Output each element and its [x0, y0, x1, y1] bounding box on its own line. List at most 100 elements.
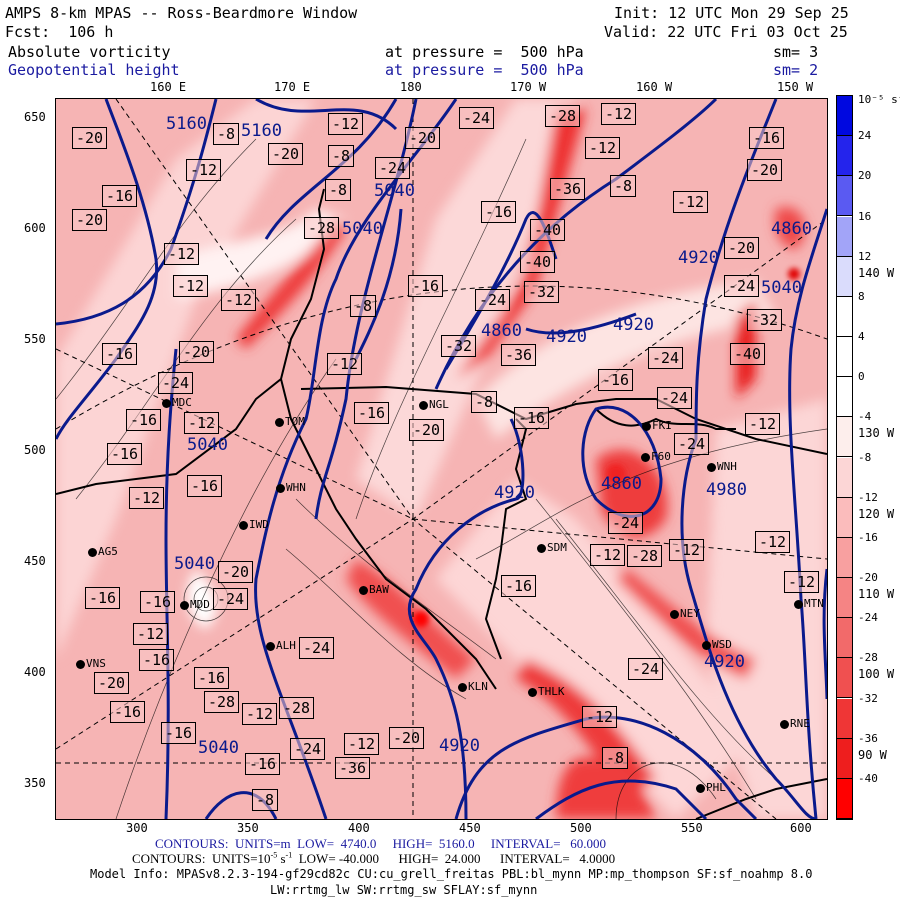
vorticity-contour-label: -40 — [530, 219, 566, 241]
vorticity-contour-label: -16 — [102, 185, 138, 207]
station-marker — [275, 418, 284, 427]
vorticity-contour-label: -24 — [475, 289, 511, 311]
vorticity-contour-label: -16 — [481, 201, 517, 223]
vorticity-contour-label: -24 — [628, 658, 664, 680]
lon-label: 120 W — [858, 506, 895, 521]
station-marker — [88, 548, 97, 557]
height-contour-label: 4860 — [771, 219, 812, 239]
vort-info-pre: CONTOURS: UNITS=10 — [132, 851, 271, 866]
vorticity-contour-label: -20 — [72, 127, 108, 149]
station-label: WHN — [286, 481, 306, 494]
y-tick: 500 — [24, 443, 46, 457]
lon-label: 140 W — [858, 265, 895, 280]
vorticity-contour-label: -24 — [657, 387, 693, 409]
station-marker — [670, 610, 679, 619]
station-label: BAW — [369, 583, 389, 596]
y-tick: 450 — [24, 554, 46, 568]
height-contour-label: 5040 — [187, 435, 228, 455]
station-label: FKI — [652, 419, 672, 432]
vorticity-contour-label: -20 — [389, 727, 425, 749]
model-info-physics: LW:rrtmg_lw SW:rrtmg_sw SFLAY:sf_mynn — [270, 883, 538, 897]
vorticity-contour-label: -16 — [514, 407, 550, 429]
vorticity-contour-label: -24 — [375, 157, 411, 179]
colorbar-swatch — [837, 457, 852, 498]
height-contour-label: 4860 — [481, 321, 522, 341]
vorticity-contour-info: CONTOURS: UNITS=10-5 s-1 LOW= -40.000 HI… — [132, 851, 615, 866]
colorbar-swatch — [837, 578, 852, 619]
vorticity-contour-label: -8 — [602, 747, 629, 769]
vorticity-contour-label: -8 — [471, 391, 498, 413]
vorticity-contour-label: -36 — [550, 178, 586, 200]
map-plot: MDC TOM WHN IWD AG5 MDD ALH VNS BAW NGL SDM KLN THLK… — [55, 98, 828, 820]
vorticity-contour-label: -12 — [186, 159, 222, 181]
vorticity-contour-label: -16 — [501, 575, 537, 597]
colorbar-label: 0 — [858, 370, 865, 384]
lon-label: 180 — [400, 80, 422, 94]
height-contour-label: 4920 — [678, 248, 719, 268]
lon-label: 100 W — [858, 667, 895, 682]
vorticity-contour-label: -16 — [194, 667, 230, 689]
vorticity-contour-label: -16 — [126, 409, 162, 431]
vorticity-contour-label: -12 — [242, 703, 278, 725]
colorbar-label: 12 — [858, 249, 872, 263]
vorticity-contour-label: -8 — [252, 789, 279, 811]
height-contour-label: 4920 — [439, 736, 480, 756]
vorticity-contour-label: -12 — [755, 531, 791, 553]
vorticity-contour-label: -20 — [179, 341, 215, 363]
field2-name: Geopotential height — [8, 61, 180, 79]
height-contour-label: 4920 — [546, 327, 587, 347]
field1-level: at pressure = 500 hPa — [385, 43, 584, 61]
colorbar-swatch — [837, 698, 852, 739]
height-contour-label: 4980 — [706, 480, 747, 500]
station-marker — [266, 642, 275, 651]
colorbar-swatch — [837, 618, 852, 659]
colorbar-swatch — [837, 96, 852, 137]
height-contour-label: 5040 — [374, 181, 415, 201]
lon-label: 150 W — [777, 80, 814, 94]
lon-label: 160 E — [150, 80, 187, 94]
colorbar-swatch — [837, 337, 852, 378]
vorticity-contour-label: -12 — [164, 243, 200, 265]
colorbar-label: -40 — [858, 771, 878, 785]
valid-time: Valid: 22 UTC Fri 03 Oct 25 — [604, 23, 848, 41]
colorbar-label: -4 — [858, 410, 872, 424]
station-label: AG5 — [98, 545, 118, 558]
colorbar-label: -20 — [858, 571, 878, 584]
x-tick: 350 — [237, 821, 259, 835]
height-contour-label: 4920 — [494, 483, 535, 503]
colorbar-label: 8 — [858, 289, 865, 303]
vorticity-contour-label: -12 — [784, 571, 820, 593]
station-label: WSD — [712, 638, 732, 651]
height-contour-label: 4920 — [704, 652, 745, 672]
vorticity-contour-label: -16 — [110, 701, 146, 723]
plot-title: AMPS 8-km MPAS -- Ross-Beardmore Window — [5, 4, 358, 22]
vorticity-contour-label: -12 — [585, 137, 621, 159]
station-label: SDM — [547, 541, 567, 554]
map-canvas — [56, 99, 827, 819]
colorbar-swatch — [837, 417, 852, 458]
station-label: KLN — [468, 680, 488, 693]
station-marker — [537, 544, 546, 553]
vorticity-contour-label: -24 — [648, 347, 684, 369]
y-tick: 550 — [24, 332, 46, 346]
vorticity-contour-label: -12 — [601, 103, 637, 125]
vorticity-contour-label: -20 — [268, 143, 304, 165]
vorticity-contour-label: -32 — [441, 335, 477, 357]
colorbar-swatch — [837, 256, 852, 297]
vorticity-contour-label: -16 — [408, 275, 444, 297]
x-tick: 300 — [126, 821, 148, 835]
vorticity-contour-label: -16 — [107, 443, 143, 465]
vorticity-contour-label: -24 — [724, 275, 760, 297]
station-marker — [162, 399, 171, 408]
vorticity-contour-label: -12 — [173, 275, 209, 297]
vorticity-contour-label: -16 — [102, 343, 138, 365]
vorticity-contour-label: -20 — [409, 419, 445, 441]
colorbar-label: -24 — [858, 611, 878, 625]
station-label: RNE — [790, 717, 810, 730]
vorticity-contour-label: -24 — [674, 433, 710, 455]
vorticity-contour-label: -12 — [133, 623, 169, 645]
height-contour-label: 5160 — [166, 114, 207, 134]
y-tick: 600 — [24, 221, 46, 235]
colorbar-swatch — [837, 377, 852, 418]
vorticity-contour-label: -12 — [184, 412, 220, 434]
